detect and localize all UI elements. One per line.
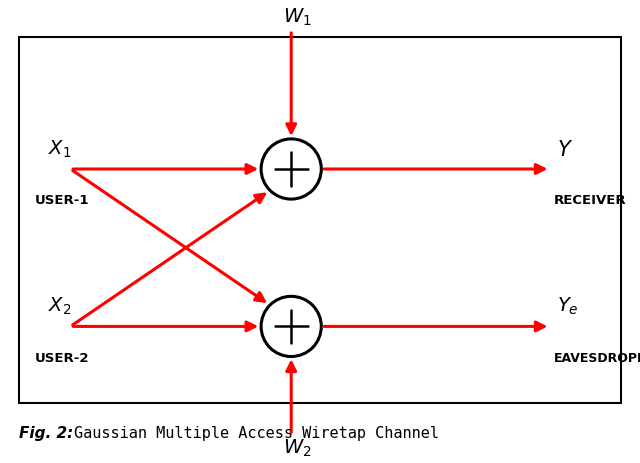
Text: $W_2$: $W_2$ — [284, 438, 312, 459]
Text: EAVESDROPPER: EAVESDROPPER — [554, 352, 640, 365]
Ellipse shape — [261, 296, 321, 357]
Text: $W_1$: $W_1$ — [284, 6, 312, 28]
Text: Fig. 2:: Fig. 2: — [19, 426, 74, 441]
Text: USER-2: USER-2 — [35, 352, 90, 365]
Text: USER-1: USER-1 — [35, 194, 90, 207]
Text: $Y_e$: $Y_e$ — [557, 296, 579, 317]
Text: $X_2$: $X_2$ — [48, 296, 72, 317]
Ellipse shape — [261, 139, 321, 199]
Text: $Y$: $Y$ — [557, 140, 573, 160]
Text: RECEIVER: RECEIVER — [554, 194, 626, 207]
Bar — [19, 37, 621, 403]
Text: $X_1$: $X_1$ — [48, 138, 72, 160]
Text: Gaussian Multiple Access Wiretap Channel: Gaussian Multiple Access Wiretap Channel — [74, 426, 438, 441]
